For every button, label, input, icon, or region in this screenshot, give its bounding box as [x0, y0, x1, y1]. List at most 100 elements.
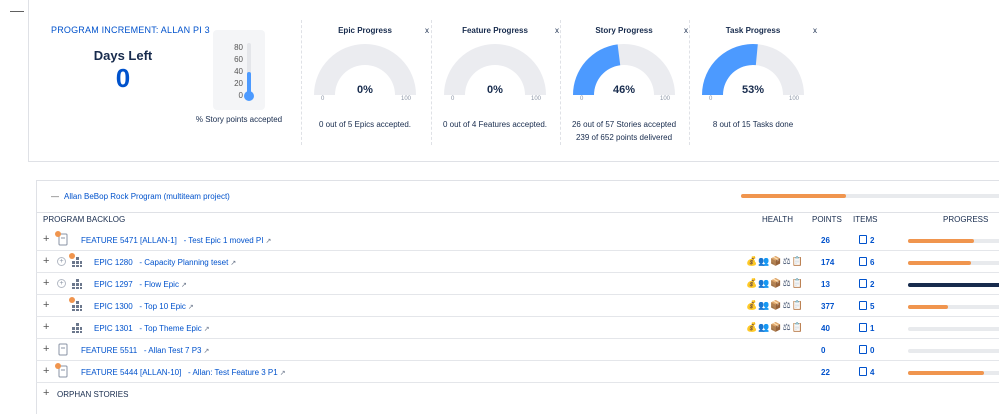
expand-icon[interactable]: +	[43, 277, 50, 289]
external-link-icon[interactable]: ↗	[279, 370, 286, 377]
row-name[interactable]: - Top 10 Epic	[139, 302, 186, 311]
row-items[interactable]: 5	[859, 301, 874, 311]
expand-icon[interactable]: +	[43, 255, 50, 267]
gauge-title: Task Progress	[725, 26, 781, 35]
row-title[interactable]: EPIC 1300 - Top 10 Epic ↗	[94, 302, 194, 311]
expand-icon[interactable]: +	[43, 387, 50, 399]
external-link-icon[interactable]: ↗	[180, 282, 187, 289]
row-items-count[interactable]: 4	[870, 368, 875, 377]
row-items-count[interactable]: 0	[870, 346, 875, 355]
expand-icon[interactable]: +	[43, 233, 50, 245]
row-items-count[interactable]: 2	[870, 280, 875, 289]
collapse-toggle[interactable]: —	[10, 2, 24, 18]
row-name[interactable]: - Flow Epic	[139, 280, 179, 289]
health-icons: 💰👥📦⚖📋	[746, 278, 804, 288]
row-title[interactable]: FEATURE 5471 [ALLAN-1] - Test Epic 1 mov…	[81, 236, 271, 245]
gauge-close-button[interactable]: x	[684, 26, 688, 35]
external-link-icon[interactable]: ↗	[265, 238, 272, 245]
row-items[interactable]: 1	[859, 323, 874, 333]
thermometer-tick: 60	[234, 55, 243, 64]
row-id[interactable]: EPIC 1297	[94, 280, 133, 289]
row-name[interactable]: - Allan: Test Feature 3 P1	[188, 368, 278, 377]
gauge-min: 0	[580, 96, 584, 102]
row-items-count[interactable]: 1	[870, 324, 875, 333]
row-progress-fill	[908, 371, 984, 375]
table-row[interactable]: + + EPIC 1297 - Flow Epic ↗ 💰👥📦⚖📋 13 2	[36, 273, 999, 295]
row-progress-fill	[908, 305, 949, 309]
thermometer-fill	[247, 72, 251, 95]
gauge-title: Story Progress	[595, 26, 653, 35]
table-row[interactable]: + + EPIC 1280 - Capacity Planning teset ↗ 💰👥…	[36, 251, 999, 273]
row-items[interactable]: 4	[859, 367, 874, 377]
epic-icon	[72, 323, 82, 333]
program-collapse-icon[interactable]: —	[51, 192, 59, 201]
row-id[interactable]: FEATURE 5511	[81, 346, 138, 355]
gauge-percent: 53%	[741, 84, 765, 96]
row-progress-bar	[908, 261, 999, 265]
table-row[interactable]: + FEATURE 5444 [ALLAN-10] - Allan: Test F…	[36, 361, 999, 383]
expand-icon[interactable]: +	[43, 365, 50, 377]
row-id[interactable]: EPIC 1301	[94, 324, 133, 333]
expand-icon[interactable]: +	[43, 343, 50, 355]
row-items-count[interactable]: 2	[870, 236, 875, 245]
gauge-fill	[573, 44, 621, 95]
table-row[interactable]: + EPIC 1301 - Top Theme Epic ↗ 💰👥📦⚖📋 40 1	[36, 317, 999, 339]
row-id[interactable]: FEATURE 5471 [ALLAN-1]	[81, 236, 177, 245]
row-id[interactable]: EPIC 1300	[94, 302, 133, 311]
row-items[interactable]: 2	[859, 279, 874, 289]
add-child-icon[interactable]: +	[57, 257, 66, 266]
row-progress-fill	[908, 239, 974, 243]
row-items[interactable]: 2	[859, 235, 874, 245]
status-dot	[55, 231, 61, 237]
gauge-track	[444, 44, 546, 95]
pi-title[interactable]: PROGRAM INCREMENT: ALLAN PI 3	[51, 25, 210, 35]
row-items[interactable]: 6	[859, 257, 874, 267]
row-id[interactable]: EPIC 1280	[94, 258, 133, 267]
status-dot	[69, 297, 75, 303]
row-name[interactable]: - Allan Test 7 P3	[143, 346, 202, 355]
table-row[interactable]: + FEATURE 5511 - Allan Test 7 P3 ↗ 0 0	[36, 339, 999, 361]
expand-icon[interactable]: +	[43, 299, 50, 311]
gauge-caption: 0 out of 5 Epics accepted.	[318, 120, 412, 129]
gauge-close-button[interactable]: x	[813, 26, 817, 35]
items-column-header[interactable]: ITEMS	[853, 215, 878, 224]
add-child-icon[interactable]: +	[57, 279, 66, 288]
external-link-icon[interactable]: ↗	[187, 304, 194, 311]
row-title[interactable]: FEATURE 5511 - Allan Test 7 P3 ↗	[81, 346, 209, 355]
table-row[interactable]: + FEATURE 5471 [ALLAN-1] - Test Epic 1 mo…	[36, 229, 999, 251]
points-column-header[interactable]: POINTS	[812, 215, 842, 224]
row-title[interactable]: EPIC 1280 - Capacity Planning teset ↗	[94, 258, 236, 267]
days-left-value: 0	[115, 63, 131, 93]
external-link-icon[interactable]: ↗	[203, 326, 210, 333]
expand-icon[interactable]: +	[43, 321, 50, 333]
program-name[interactable]: — Allan BeBop Rock Program (multiteam pro…	[51, 192, 230, 201]
gauge-fill	[702, 44, 758, 95]
external-link-icon[interactable]: ↗	[203, 348, 210, 355]
external-link-icon[interactable]: ↗	[230, 260, 237, 267]
health-icons: 💰👥📦⚖📋	[746, 322, 804, 332]
progress-column-header[interactable]: PROGRESS	[943, 215, 989, 224]
row-title[interactable]: EPIC 1301 - Top Theme Epic ↗	[94, 324, 210, 333]
row-title[interactable]: EPIC 1297 - Flow Epic ↗	[94, 280, 187, 289]
row-items[interactable]: 0	[859, 345, 874, 355]
row-title[interactable]: FEATURE 5444 [ALLAN-10] - Allan: Test Fe…	[81, 368, 286, 377]
gauge-close-button[interactable]: x	[425, 26, 429, 35]
feature-icon	[58, 365, 68, 378]
row-name[interactable]: - Capacity Planning teset	[139, 258, 229, 267]
feature-icon	[58, 233, 68, 246]
epic-icon	[72, 301, 82, 311]
days-left-label: Days Left	[93, 48, 153, 63]
gauge-arc	[702, 44, 804, 95]
gauge-close-button[interactable]: x	[555, 26, 559, 35]
row-name[interactable]: - Top Theme Epic	[139, 324, 202, 333]
gauge-percent: 46%	[612, 84, 636, 96]
row-items-count[interactable]: 6	[870, 258, 875, 267]
row-id[interactable]: FEATURE 5444 [ALLAN-10]	[81, 368, 182, 377]
row-items-count[interactable]: 5	[870, 302, 875, 311]
orphan-stories-row[interactable]: + ORPHAN STORIES	[36, 383, 999, 405]
orphan-stories-label[interactable]: ORPHAN STORIES	[57, 390, 129, 399]
health-column-header[interactable]: HEALTH	[762, 215, 793, 224]
table-row[interactable]: + EPIC 1300 - Top 10 Epic ↗ 💰👥📦⚖📋 377 5	[36, 295, 999, 317]
program-name-label[interactable]: Allan BeBop Rock Program (multiteam proj…	[64, 192, 230, 201]
row-name[interactable]: - Test Epic 1 moved PI	[183, 236, 264, 245]
